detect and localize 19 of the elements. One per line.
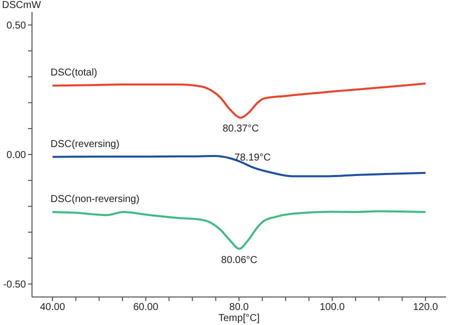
x-tick-label: 100.0 xyxy=(320,302,346,314)
x-axis-title: Temp[°C] xyxy=(218,313,260,324)
series-label: DSC(non-reversing) xyxy=(50,194,140,206)
y-tick-label: 0.00 xyxy=(6,150,26,162)
annotation: 78.19°C xyxy=(234,152,271,164)
annotation: 80.37°C xyxy=(222,124,259,135)
y-axis-title: DSCmW xyxy=(2,0,41,11)
line-series xyxy=(52,82,426,119)
x-tick-label: 60.00 xyxy=(133,302,159,314)
x-tick-label: 80.0 xyxy=(229,302,250,314)
line-series xyxy=(52,210,426,250)
line-series xyxy=(52,155,426,178)
series-label: DSC(total) xyxy=(50,68,98,79)
series-label: DSC(reversing) xyxy=(50,138,120,150)
x-tick-label: 120.0 xyxy=(412,302,438,314)
y-tick-label: -0.50 xyxy=(3,280,26,291)
x-tick-label: 40.00 xyxy=(40,302,66,314)
annotation: 80.06°C xyxy=(221,254,258,266)
y-tick-label: 0.50 xyxy=(6,20,26,32)
